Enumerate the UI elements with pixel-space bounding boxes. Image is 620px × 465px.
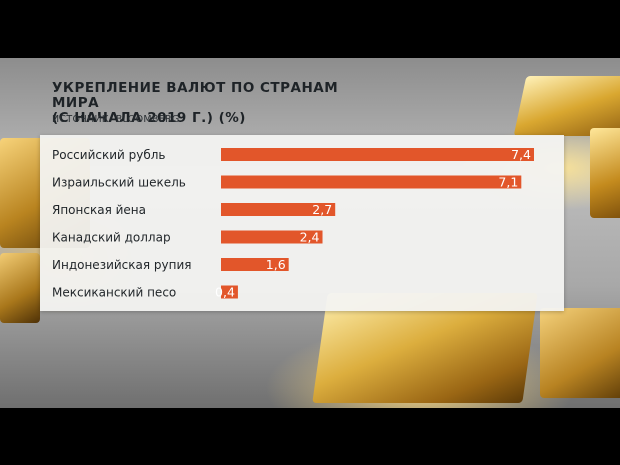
bar [221, 175, 522, 189]
bar [221, 148, 534, 161]
gold-bar-image [0, 253, 40, 323]
value-label: 1,6 [266, 257, 286, 272]
gold-bar-image [513, 76, 620, 136]
category-label: Российский рубль [52, 148, 166, 162]
gold-bar-image [540, 308, 620, 398]
value-label: 2,7 [312, 202, 332, 217]
category-label: Израильский шекель [52, 176, 186, 190]
category-label: Канадский доллар [52, 231, 171, 245]
chart-source: ИСТОЧНИК: BLOOMBERG [52, 114, 180, 125]
chart-title-line2: (С НАЧАЛА 2019 Г.) (%) [52, 110, 246, 126]
chart-title-line1: УКРЕПЛЕНИЕ ВАЛЮТ ПО СТРАНАМ МИРА [52, 80, 339, 111]
bar [221, 258, 289, 271]
value-label: 7,1 [498, 175, 518, 190]
bar [221, 285, 238, 299]
bar-chart: Российский рубль 7,4 Израильский шекель 7,1… [52, 147, 534, 300]
chart-panel: Российский рубль 7,4 Израильский шекель 7,1… [40, 135, 564, 311]
value-label: 2,4 [300, 230, 320, 245]
bar [221, 203, 336, 216]
category-label: Мексиканский песо [52, 286, 176, 300]
chart-title: УКРЕПЛЕНИЕ ВАЛЮТ ПО СТРАНАМ МИРА (С НАЧА… [52, 81, 372, 126]
category-label: Японская йена [52, 203, 146, 217]
bar [221, 230, 323, 244]
category-label: Индонезийская рупия [52, 258, 191, 272]
gold-bar-image [590, 128, 620, 218]
value-label: 0,4 [215, 285, 235, 300]
value-label: 7,4 [511, 147, 531, 162]
